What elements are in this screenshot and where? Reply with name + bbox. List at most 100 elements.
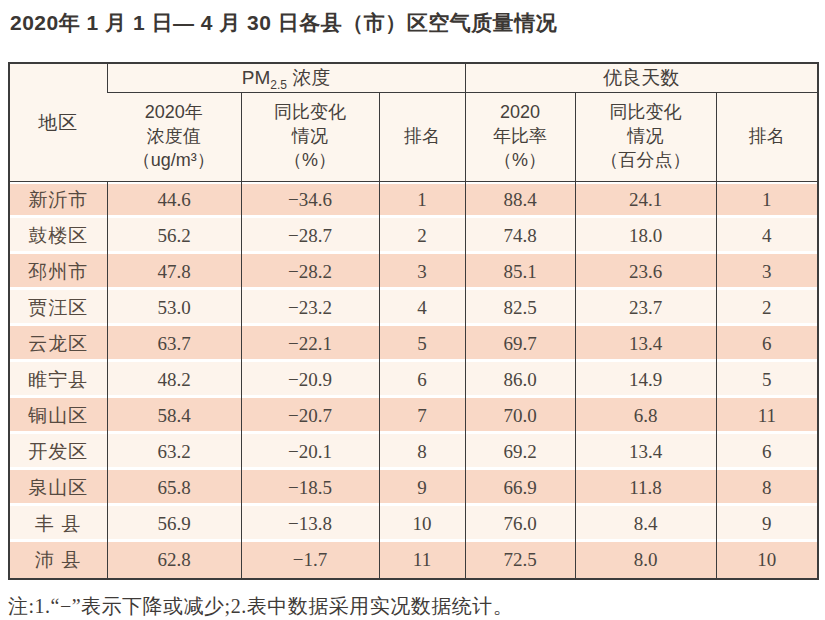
good-rate-cell: 86.0 bbox=[465, 362, 575, 398]
region-cell: 新沂市 bbox=[9, 182, 107, 219]
pm-value-cell: 44.6 bbox=[107, 182, 241, 219]
table-row: 睢宁县48.2−20.9686.014.95 bbox=[9, 362, 818, 398]
pm-value-cell: 63.2 bbox=[107, 434, 241, 470]
good-rank-cell: 1 bbox=[716, 182, 818, 219]
region-cell: 沛 县 bbox=[9, 542, 107, 579]
table-row: 铜山区58.4−20.7770.06.811 bbox=[9, 398, 818, 434]
good-change-cell: 8.0 bbox=[575, 542, 716, 579]
pm-change-cell: −20.1 bbox=[241, 434, 379, 470]
pm-change-cell: −22.1 bbox=[241, 326, 379, 362]
table-row: 鼓楼区56.2−28.7274.818.04 bbox=[9, 218, 818, 254]
good-rate-cell: 70.0 bbox=[465, 398, 575, 434]
pm-value-cell: 48.2 bbox=[107, 362, 241, 398]
header-sub-row: 2020年 浓度值 （ug/m³） 同比变化 情况 （%） 排名 2020 年比… bbox=[9, 93, 818, 182]
good-change-cell: 11.8 bbox=[575, 470, 716, 506]
pm-rank-cell: 2 bbox=[379, 218, 465, 254]
table-row: 开发区63.2−20.1869.213.46 bbox=[9, 434, 818, 470]
good-rate-cell: 82.5 bbox=[465, 290, 575, 326]
pm-rank-cell: 3 bbox=[379, 254, 465, 290]
good-rate-cell: 85.1 bbox=[465, 254, 575, 290]
header-group-row: 地区 PM2.5 浓度 优良天数 bbox=[9, 63, 818, 93]
pm-value-cell: 65.8 bbox=[107, 470, 241, 506]
table-row: 贾汪区53.0−23.2482.523.72 bbox=[9, 290, 818, 326]
pm-rank-cell: 5 bbox=[379, 326, 465, 362]
header-group-pm25: PM2.5 浓度 bbox=[107, 63, 465, 93]
region-cell: 睢宁县 bbox=[9, 362, 107, 398]
region-cell: 开发区 bbox=[9, 434, 107, 470]
table-header: 地区 PM2.5 浓度 优良天数 2020年 浓度值 （ug/m³） 同比变化 … bbox=[9, 63, 818, 182]
pm25-suffix: 浓度 bbox=[287, 67, 330, 88]
footnote: 注:1.“−”表示下降或减少;2.表中数据采用实况数据统计。 bbox=[8, 593, 825, 620]
table-row: 沛 县62.8−1.71172.58.010 bbox=[9, 542, 818, 579]
pm-change-cell: −18.5 bbox=[241, 470, 379, 506]
good-change-cell: 13.4 bbox=[575, 326, 716, 362]
pm-value-cell: 62.8 bbox=[107, 542, 241, 579]
table-row: 云龙区63.7−22.1569.713.46 bbox=[9, 326, 818, 362]
table-row: 泉山区65.8−18.5966.911.88 bbox=[9, 470, 818, 506]
pm-value-cell: 53.0 bbox=[107, 290, 241, 326]
pm-rank-cell: 9 bbox=[379, 470, 465, 506]
pm-rank-cell: 7 bbox=[379, 398, 465, 434]
region-cell: 铜山区 bbox=[9, 398, 107, 434]
header-pm-change: 同比变化 情况 （%） bbox=[241, 93, 379, 182]
pm-rank-cell: 6 bbox=[379, 362, 465, 398]
good-rank-cell: 11 bbox=[716, 398, 818, 434]
good-change-cell: 18.0 bbox=[575, 218, 716, 254]
region-cell: 贾汪区 bbox=[9, 290, 107, 326]
page-title: 2020年 1 月 1 日— 4 月 30 日各县（市）区空气质量情况 bbox=[10, 9, 825, 37]
header-region: 地区 bbox=[9, 63, 107, 182]
good-change-cell: 24.1 bbox=[575, 182, 716, 219]
region-cell: 泉山区 bbox=[9, 470, 107, 506]
good-rank-cell: 8 bbox=[716, 470, 818, 506]
good-change-cell: 23.7 bbox=[575, 290, 716, 326]
pm-change-cell: −23.2 bbox=[241, 290, 379, 326]
header-good-rank: 排名 bbox=[716, 93, 818, 182]
good-rate-cell: 88.4 bbox=[465, 182, 575, 219]
pm-change-cell: −13.8 bbox=[241, 506, 379, 542]
region-cell: 邳州市 bbox=[9, 254, 107, 290]
good-rank-cell: 4 bbox=[716, 218, 818, 254]
good-rank-cell: 3 bbox=[716, 254, 818, 290]
pm-value-cell: 58.4 bbox=[107, 398, 241, 434]
pm-rank-cell: 8 bbox=[379, 434, 465, 470]
table-body: 新沂市44.6−34.6188.424.11鼓楼区56.2−28.7274.81… bbox=[9, 182, 818, 580]
good-change-cell: 23.6 bbox=[575, 254, 716, 290]
table-row: 新沂市44.6−34.6188.424.11 bbox=[9, 182, 818, 219]
pm-rank-cell: 1 bbox=[379, 182, 465, 219]
good-rank-cell: 5 bbox=[716, 362, 818, 398]
pm-change-cell: −1.7 bbox=[241, 542, 379, 579]
header-group-good-days: 优良天数 bbox=[465, 63, 818, 93]
region-cell: 丰 县 bbox=[9, 506, 107, 542]
header-pm-rank: 排名 bbox=[379, 93, 465, 182]
pm-change-cell: −20.9 bbox=[241, 362, 379, 398]
good-rank-cell: 6 bbox=[716, 434, 818, 470]
good-rank-cell: 6 bbox=[716, 326, 818, 362]
good-rate-cell: 69.2 bbox=[465, 434, 575, 470]
pm-rank-cell: 11 bbox=[379, 542, 465, 579]
air-quality-table: 地区 PM2.5 浓度 优良天数 2020年 浓度值 （ug/m³） 同比变化 … bbox=[8, 62, 819, 580]
pm-change-cell: −28.2 bbox=[241, 254, 379, 290]
good-change-cell: 6.8 bbox=[575, 398, 716, 434]
pm-value-cell: 56.2 bbox=[107, 218, 241, 254]
good-rank-cell: 9 bbox=[716, 506, 818, 542]
good-change-cell: 14.9 bbox=[575, 362, 716, 398]
region-cell: 鼓楼区 bbox=[9, 218, 107, 254]
pm-change-cell: −28.7 bbox=[241, 218, 379, 254]
header-pm-value: 2020年 浓度值 （ug/m³） bbox=[107, 93, 241, 182]
pm-value-cell: 47.8 bbox=[107, 254, 241, 290]
pm25-prefix: PM bbox=[242, 67, 271, 88]
pm25-subscript: 2.5 bbox=[270, 78, 287, 92]
good-change-cell: 8.4 bbox=[575, 506, 716, 542]
header-good-change: 同比变化 情况 （百分点） bbox=[575, 93, 716, 182]
header-good-rate: 2020 年比率 （%） bbox=[465, 93, 575, 182]
pm-change-cell: −20.7 bbox=[241, 398, 379, 434]
pm-rank-cell: 4 bbox=[379, 290, 465, 326]
pm-value-cell: 56.9 bbox=[107, 506, 241, 542]
good-rate-cell: 69.7 bbox=[465, 326, 575, 362]
table-row: 邳州市47.8−28.2385.123.63 bbox=[9, 254, 818, 290]
pm-rank-cell: 10 bbox=[379, 506, 465, 542]
good-rate-cell: 66.9 bbox=[465, 470, 575, 506]
good-rank-cell: 10 bbox=[716, 542, 818, 579]
table-row: 丰 县56.9−13.81076.08.49 bbox=[9, 506, 818, 542]
good-rate-cell: 76.0 bbox=[465, 506, 575, 542]
